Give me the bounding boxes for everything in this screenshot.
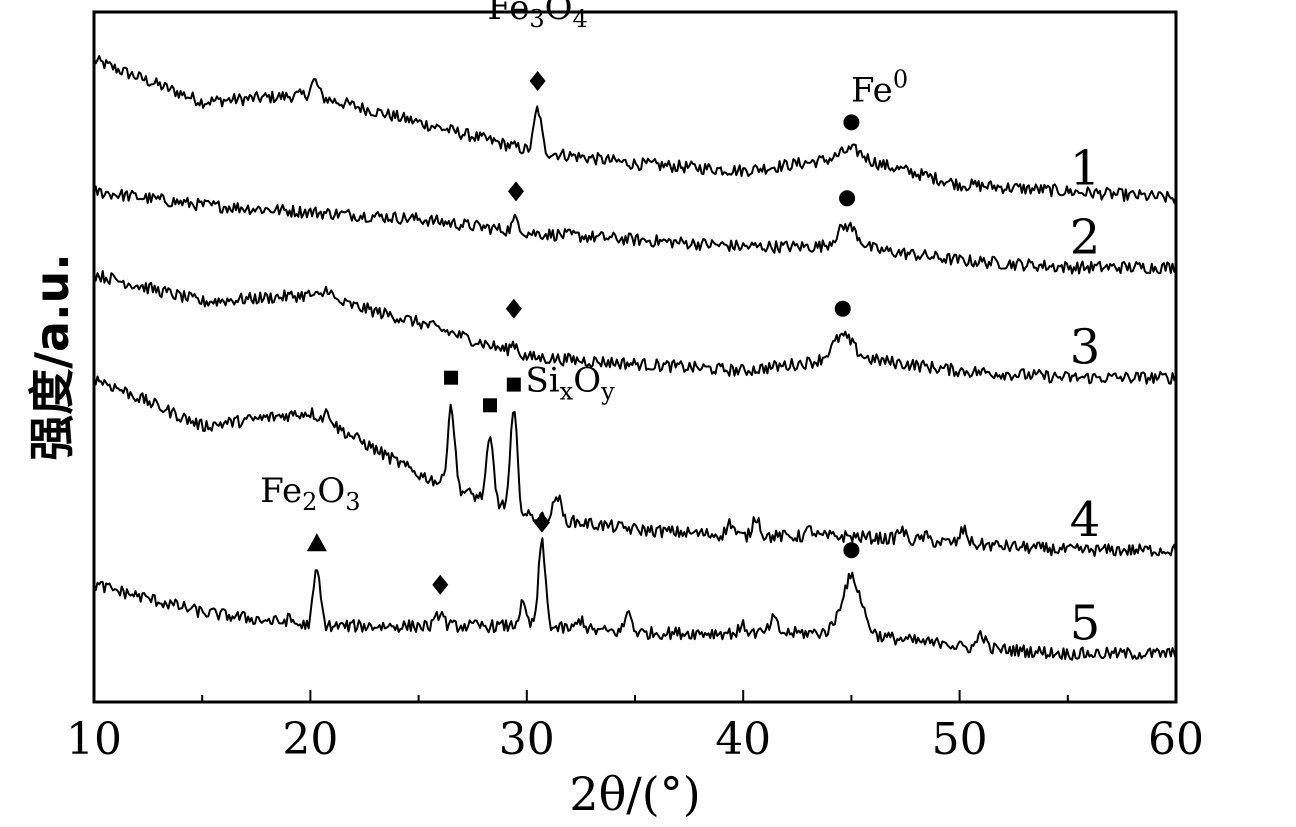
series-line-1: [93, 55, 1177, 204]
peak-marker-square: [483, 398, 498, 413]
peak-marker-square: [444, 370, 459, 385]
peak-marker-circle: [843, 542, 860, 559]
peak-marker-diamond: [533, 512, 550, 533]
peak-marker-diamond: [529, 71, 546, 91]
peak-marker-diamond: [505, 298, 522, 319]
peak-annotations: Fe3O4 Fe0 SixOy Fe2O3: [260, 0, 908, 516]
peak-marker-triangle: [306, 533, 327, 552]
peak-marker-diamond: [507, 181, 524, 202]
phase-annotation: SixOy: [526, 361, 616, 406]
x-tick-label: 50: [932, 714, 988, 765]
series-line-2: [93, 185, 1177, 275]
series-label-2: 2: [1070, 209, 1101, 265]
peak-marker-square: [506, 377, 521, 392]
series-label-3: 3: [1070, 320, 1101, 376]
peak-marker-circle: [843, 114, 860, 131]
series-line-5: [93, 537, 1177, 661]
x-ticks: [93, 690, 1177, 702]
x-tick-labels: 10 20 30 40 50 60: [66, 714, 1204, 765]
peak-marker-circle: [839, 190, 856, 207]
plot-frame: [92, 10, 1178, 704]
x-axis-label: 2θ/(°): [569, 767, 700, 821]
x-tick-label: 30: [499, 714, 555, 765]
x-tick-label: 60: [1148, 714, 1204, 765]
phase-annotation: Fe2O3: [260, 471, 360, 516]
series-label-1: 1: [1070, 140, 1101, 196]
series-labels: 1 2 3 4 5: [1070, 140, 1101, 651]
x-tick-label: 10: [66, 714, 122, 765]
phase-annotation: Fe3O4: [487, 0, 587, 33]
y-axis-label: 强度/a.u.: [25, 253, 79, 461]
peak-marker-circle: [834, 300, 851, 317]
series-line-3: [93, 269, 1177, 385]
series-curves: [93, 55, 1177, 661]
x-tick-label: 40: [715, 714, 771, 765]
series-label-4: 4: [1070, 492, 1101, 548]
series-line-4: [93, 375, 1177, 558]
series-label-5: 5: [1070, 596, 1101, 652]
phase-annotation: Fe0: [851, 66, 908, 111]
peak-marker-diamond: [432, 574, 449, 595]
peak-markers: [306, 71, 860, 595]
x-tick-label: 20: [282, 714, 338, 765]
